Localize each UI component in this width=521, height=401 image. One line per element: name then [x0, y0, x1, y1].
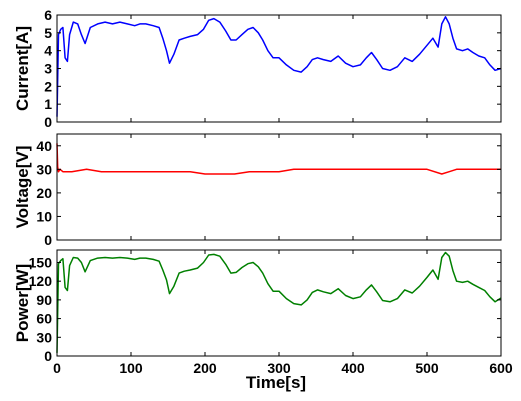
power-x-tick-label: 600 [489, 360, 513, 376]
power-x-tick-label: 0 [53, 360, 61, 376]
current-axes-frame [56, 14, 502, 123]
power-y-tick-label: 120 [29, 273, 53, 289]
power-x-tick-label: 500 [415, 360, 439, 376]
power-x-tick-label: 200 [193, 360, 217, 376]
voltage-y-axis-label: Voltage[V] [13, 146, 32, 229]
voltage-series-line [56, 143, 501, 175]
power-y-axis-label: Power[W] [13, 264, 32, 342]
power-y-tick-label: 60 [36, 311, 52, 327]
voltage-y-tick-label: 20 [36, 185, 52, 201]
current-y-tick-label: 2 [44, 78, 52, 94]
power-y-tick-label: 90 [36, 292, 52, 308]
voltage-y-tick-label: 0 [44, 232, 52, 248]
voltage-axes-frame [56, 133, 502, 241]
current-y-tick-label: 6 [44, 7, 52, 23]
current-y-tick-label: 0 [44, 114, 52, 130]
power-x-axis-label: Time[s] [246, 373, 306, 392]
voltage-y-tick-label: 30 [36, 161, 52, 177]
power-x-tick-label: 100 [119, 360, 143, 376]
current-y-tick-label: 1 [44, 96, 52, 112]
power-axes-frame [56, 249, 502, 357]
voltage-y-tick-label: 10 [36, 208, 52, 224]
power-y-tick-label: 150 [29, 254, 53, 270]
current-series-line [56, 16, 502, 117]
power-y-tick-label: 0 [44, 348, 52, 364]
power-x-tick-label: 300 [267, 360, 291, 376]
current-y-axis-label: Current[A] [13, 26, 32, 111]
power-y-tick-label: 30 [36, 329, 52, 345]
current-y-tick-label: 3 [44, 61, 52, 77]
current-y-tick-label: 4 [44, 43, 52, 59]
voltage-y-tick-label: 40 [36, 138, 52, 154]
power-series-line [56, 251, 502, 353]
power-x-tick-label: 400 [341, 360, 365, 376]
current-y-tick-label: 5 [44, 25, 52, 41]
